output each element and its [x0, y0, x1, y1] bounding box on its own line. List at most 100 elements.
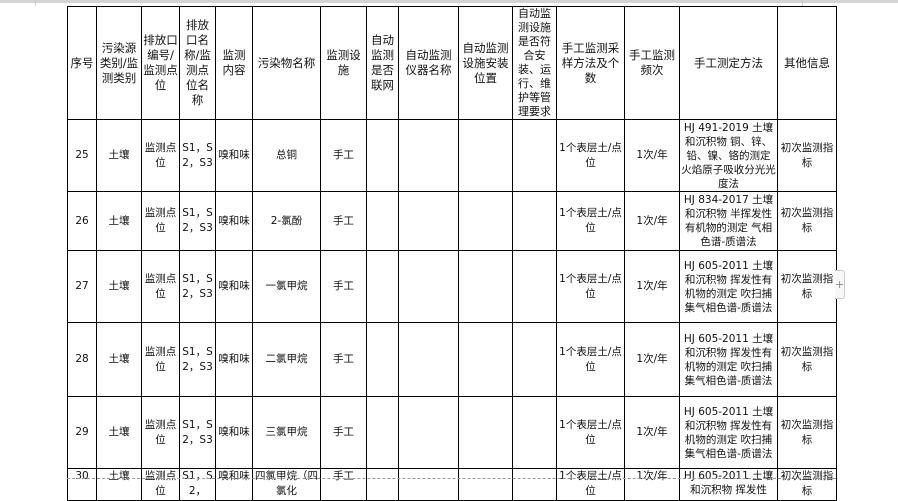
cell-point[interactable]: 监测点位: [141, 119, 180, 192]
cell-content[interactable]: 嗅和味: [215, 119, 253, 192]
cell-auto-net[interactable]: [366, 468, 399, 501]
cell-no[interactable]: 28: [67, 322, 97, 397]
cell-point[interactable]: 监测点位: [141, 396, 180, 469]
cell-auto-loc[interactable]: [458, 250, 513, 323]
column-header: 手工监测频次: [624, 6, 680, 120]
cell-no[interactable]: 27: [67, 250, 97, 323]
table-row: 28 土壤 监测点位 S1，S2，S3 嗅和味 二氯甲烷 手工 1个表层土/点位 1次/年 HJ …: [67, 322, 837, 397]
column-header: 序号: [67, 6, 97, 120]
cell-auto-net[interactable]: [366, 191, 399, 251]
cell-content[interactable]: 嗅和味: [215, 191, 253, 251]
cell-method[interactable]: HJ 605-2011 土壤和沉积物 挥发性: [679, 468, 778, 501]
cell-auto-loc[interactable]: [458, 322, 513, 397]
cell-auto-net[interactable]: [366, 250, 399, 323]
cell-sampling[interactable]: 1个表层土/点位: [556, 322, 625, 397]
cell-other[interactable]: 初次监测指标: [777, 191, 837, 251]
cell-point-name[interactable]: S1，S2，S3: [179, 119, 216, 192]
cell-auto-name[interactable]: [398, 396, 459, 469]
cell-category[interactable]: 土壤: [96, 191, 142, 251]
cell-category[interactable]: 土壤: [96, 468, 142, 501]
cell-auto-name[interactable]: [398, 322, 459, 397]
cell-category[interactable]: 土壤: [96, 322, 142, 397]
cell-freq[interactable]: 1次/年: [624, 191, 680, 251]
cell-point[interactable]: 监测点位: [141, 322, 180, 397]
cell-no[interactable]: 25: [67, 119, 97, 192]
cell-auto-name[interactable]: [398, 250, 459, 323]
cell-facility[interactable]: 手工: [320, 119, 367, 192]
cell-auto-name[interactable]: [398, 119, 459, 192]
cell-point-name[interactable]: S1，S2，S3: [179, 191, 216, 251]
cell-pollutant[interactable]: 2-氯酚: [252, 191, 321, 251]
cell-facility[interactable]: 手工: [320, 191, 367, 251]
cell-sampling[interactable]: 1个表层土/点位: [556, 191, 625, 251]
column-header: 监测内容: [215, 6, 253, 120]
cell-auto-name[interactable]: [398, 468, 459, 501]
cell-point[interactable]: 监测点位: [141, 250, 180, 323]
cell-no[interactable]: 29: [67, 396, 97, 469]
cell-auto-loc[interactable]: [458, 191, 513, 251]
cell-method[interactable]: HJ 834-2017 土壤和沉积物 半挥发性有机物的测定 气相色谱-质谱法: [679, 191, 778, 251]
cell-pollutant[interactable]: 四氯甲烷（四氯化: [252, 468, 321, 501]
cell-freq[interactable]: 1次/年: [624, 250, 680, 323]
cell-sampling[interactable]: 1个表层土/点位: [556, 468, 625, 501]
cell-sampling[interactable]: 1个表层土/点位: [556, 250, 625, 323]
ruler-bar: [0, 0, 898, 3]
cell-other[interactable]: 初次监测指标: [777, 468, 837, 501]
cell-other[interactable]: 初次监测指标: [777, 322, 837, 397]
cell-content[interactable]: 嗅和味: [215, 396, 253, 469]
cell-facility[interactable]: 手工: [320, 322, 367, 397]
cell-facility[interactable]: 手工: [320, 396, 367, 469]
cell-point-name[interactable]: S1，S2，: [179, 468, 216, 501]
cell-no[interactable]: 30: [67, 468, 97, 501]
cell-point-name[interactable]: S1，S2，S3: [179, 250, 216, 323]
cell-pollutant[interactable]: 总铜: [252, 119, 321, 192]
cell-sampling[interactable]: 1个表层土/点位: [556, 396, 625, 469]
cell-freq[interactable]: 1次/年: [624, 322, 680, 397]
cell-auto-req[interactable]: [512, 396, 557, 469]
cell-auto-req[interactable]: [512, 250, 557, 323]
cell-freq[interactable]: 1次/年: [624, 119, 680, 192]
cell-method[interactable]: HJ 605-2011 土壤和沉积物 挥发性有机物的测定 吹扫捕集气相色谱-质谱…: [679, 322, 778, 397]
cell-pollutant[interactable]: 二氯甲烷: [252, 322, 321, 397]
cell-pollutant[interactable]: 一氯甲烷: [252, 250, 321, 323]
column-header: 自动监测是否联网: [366, 6, 399, 120]
cell-method[interactable]: HJ 605-2011 土壤和沉积物 挥发性有机物的测定 吹扫捕集气相色谱-质谱…: [679, 250, 778, 323]
cell-category[interactable]: 土壤: [96, 250, 142, 323]
cell-point-name[interactable]: S1，S2，S3: [179, 322, 216, 397]
cell-point-name[interactable]: S1，S2，S3: [179, 396, 216, 469]
cell-point[interactable]: 监测点位: [141, 191, 180, 251]
cell-content[interactable]: 嗅和味: [215, 250, 253, 323]
cell-auto-net[interactable]: [366, 396, 399, 469]
cell-point[interactable]: 监测点位: [141, 468, 180, 501]
cell-method[interactable]: HJ 491-2019 土壤和沉积物 铜、锌、铅、镍、铬的测定 火焰原子吸收分光…: [679, 119, 778, 192]
cell-auto-loc[interactable]: [458, 396, 513, 469]
cell-facility[interactable]: 手工: [320, 468, 367, 501]
cell-other[interactable]: 初次监测指标: [777, 119, 837, 192]
column-header: 监测设施: [320, 6, 367, 120]
cell-auto-req[interactable]: [512, 119, 557, 192]
cell-category[interactable]: 土壤: [96, 396, 142, 469]
cell-facility[interactable]: 手工: [320, 250, 367, 323]
cell-other[interactable]: 初次监测指标: [777, 250, 837, 323]
cell-pollutant[interactable]: 三氯甲烷: [252, 396, 321, 469]
cell-auto-req[interactable]: [512, 468, 557, 501]
cell-method[interactable]: HJ 605-2011 土壤和沉积物 挥发性有机物的测定 吹扫捕集气相色谱-质谱…: [679, 396, 778, 469]
cell-content[interactable]: 嗅和味: [215, 468, 253, 501]
cell-no[interactable]: 26: [67, 191, 97, 251]
cell-auto-loc[interactable]: [458, 119, 513, 192]
cell-auto-req[interactable]: [512, 322, 557, 397]
add-row-button[interactable]: +: [835, 270, 845, 299]
cell-category[interactable]: 土壤: [96, 119, 142, 192]
cell-other[interactable]: 初次监测指标: [777, 396, 837, 469]
table-row: 27 土壤 监测点位 S1，S2，S3 嗅和味 一氯甲烷 手工 1个表层土/点位 1次/年 HJ …: [67, 250, 837, 323]
cell-freq[interactable]: 1次/年: [624, 396, 680, 469]
cell-content[interactable]: 嗅和味: [215, 322, 253, 397]
cell-auto-net[interactable]: [366, 119, 399, 192]
cell-sampling[interactable]: 1个表层土/点位: [556, 119, 625, 192]
cell-auto-loc[interactable]: [458, 468, 513, 501]
cell-auto-req[interactable]: [512, 191, 557, 251]
margin-marker: [35, 0, 36, 6]
cell-freq[interactable]: 1次/年: [624, 468, 680, 501]
cell-auto-net[interactable]: [366, 322, 399, 397]
cell-auto-name[interactable]: [398, 191, 459, 251]
